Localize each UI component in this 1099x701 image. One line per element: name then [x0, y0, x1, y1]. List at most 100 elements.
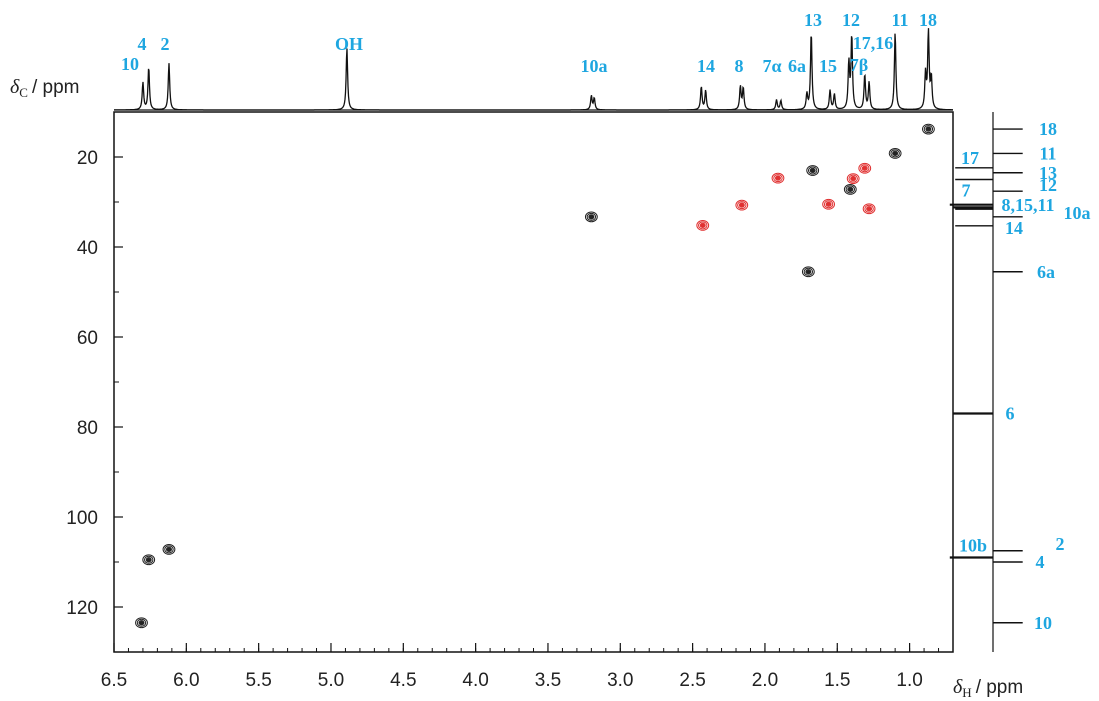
cross-peak-contour [136, 618, 147, 627]
cross-peak-core [739, 203, 745, 207]
proton-label: 10 [121, 54, 139, 74]
cross-peak-core [866, 206, 872, 211]
cross-peak [858, 162, 872, 174]
cross-peak-core [806, 269, 811, 274]
y-tick-label: 80 [77, 418, 98, 439]
cross-peak-contour [803, 267, 814, 276]
cross-peak-core [700, 223, 705, 228]
cross-peak-contour [698, 221, 708, 230]
cross-peak-core [892, 151, 898, 156]
cross-peak-core [926, 127, 931, 131]
cross-peak [696, 220, 710, 231]
y-axis-unit: / ppm [32, 77, 80, 98]
cross-peak-contour [774, 175, 781, 181]
proton-label: 13 [804, 10, 822, 30]
cross-peak-contour [586, 212, 597, 221]
x-axis-title: δH / ppm [953, 676, 1023, 700]
cross-peak-contour [864, 204, 874, 213]
carbon-label: 6 [1006, 404, 1015, 424]
proton-label: 7β [850, 55, 868, 75]
carbon-label: 18 [1039, 119, 1057, 139]
proton-label: 18 [919, 10, 937, 30]
cross-peak-contour [890, 149, 900, 158]
cross-peak-contour [860, 164, 870, 173]
cross-peak-contour [925, 126, 932, 132]
cross-peak-contour [699, 222, 706, 228]
cross-peak-contour [165, 546, 172, 553]
carbon-label: 14 [1005, 218, 1023, 238]
cross-peak [843, 184, 857, 195]
carbon-label: 2 [1056, 534, 1065, 554]
cross-peak-contour [806, 165, 820, 176]
cross-peak-core [166, 547, 172, 552]
cross-peak [135, 617, 148, 629]
cross-peak-contour [845, 185, 855, 194]
x-tick-label: 4.0 [462, 670, 488, 691]
x-tick-label: 3.0 [607, 670, 633, 691]
carbon-label: 10b [959, 536, 987, 556]
cross-peak-contour [922, 123, 935, 135]
cross-peak-contour [847, 186, 854, 192]
proton-1d-spectrum [114, 28, 953, 111]
y-axis-subscript: C [19, 85, 28, 100]
cross-peak-contour [888, 148, 902, 159]
y-axis-title: δC / ppm [10, 76, 80, 100]
cross-peak-contour [142, 554, 156, 566]
y-axis-symbol: δ [10, 76, 20, 98]
cross-peak-contour [164, 545, 174, 554]
carbon-label: 13 [1039, 163, 1057, 183]
proton-label: 14 [697, 56, 715, 76]
carbon-label: 7 [962, 181, 971, 201]
cross-peak-contour [862, 203, 876, 215]
carbon-label: 17 [961, 148, 979, 168]
proton-label: 17,16 [853, 33, 894, 53]
proton-label: 4 [138, 34, 147, 54]
cross-peak-contour [843, 184, 857, 195]
x-tick-label: 1.5 [824, 670, 850, 691]
cross-peak-contour [823, 200, 834, 209]
cross-peak-contour [162, 544, 176, 555]
cross-peak-core [850, 176, 856, 181]
cross-peak-core [826, 202, 831, 207]
x-axis: 6.5 6.0 5.5 5.0 4.5 4.0 3.5 3.0 2.5 2.0 1.5 1.0 [101, 643, 940, 691]
cross-peak-contour [135, 617, 148, 629]
cross-peak-core [589, 215, 594, 219]
cross-peak-contour [771, 172, 785, 184]
x-tick-label: 3.5 [535, 670, 561, 691]
cross-peak-contour [773, 174, 783, 183]
cross-peak-contour [738, 202, 745, 208]
cross-peak-contour [923, 125, 934, 134]
cross-peak-contour [861, 165, 868, 171]
x-tick-label: 2.0 [752, 670, 778, 691]
cross-peak-contour [846, 173, 860, 185]
proton-label: 15 [819, 56, 837, 76]
cross-peak [888, 148, 902, 159]
y-tick-label: 40 [77, 238, 98, 259]
cross-peak [162, 544, 176, 555]
carbon-label: 10a [1064, 203, 1091, 223]
carbon-label: 11 [1039, 143, 1056, 163]
x-tick-label: 5.5 [245, 670, 271, 691]
cross-peak-contour [858, 162, 872, 174]
x-tick-label: 2.5 [679, 670, 705, 691]
cross-peaks [135, 123, 935, 629]
carbon-label: 10 [1034, 613, 1052, 633]
proton-label: OH [335, 34, 363, 54]
cross-peak-core [862, 166, 867, 171]
x-tick-label: 6.5 [101, 670, 127, 691]
proton-label: 10a [581, 56, 608, 76]
cross-peak [806, 165, 820, 176]
proton-label: 7α [762, 56, 781, 76]
x-axis-unit: / ppm [976, 677, 1024, 698]
cross-peak-core [810, 168, 815, 173]
cross-peak [822, 198, 835, 210]
y-tick-label: 100 [66, 508, 98, 529]
carbon-label: 8,15,11 [1001, 195, 1054, 215]
cross-peak [584, 211, 598, 223]
cross-peak-contour [848, 174, 858, 183]
y-axis: 20 40 60 80 100 120 [66, 111, 123, 653]
cross-peak-core [848, 187, 853, 192]
cross-peak-contour [584, 211, 598, 223]
